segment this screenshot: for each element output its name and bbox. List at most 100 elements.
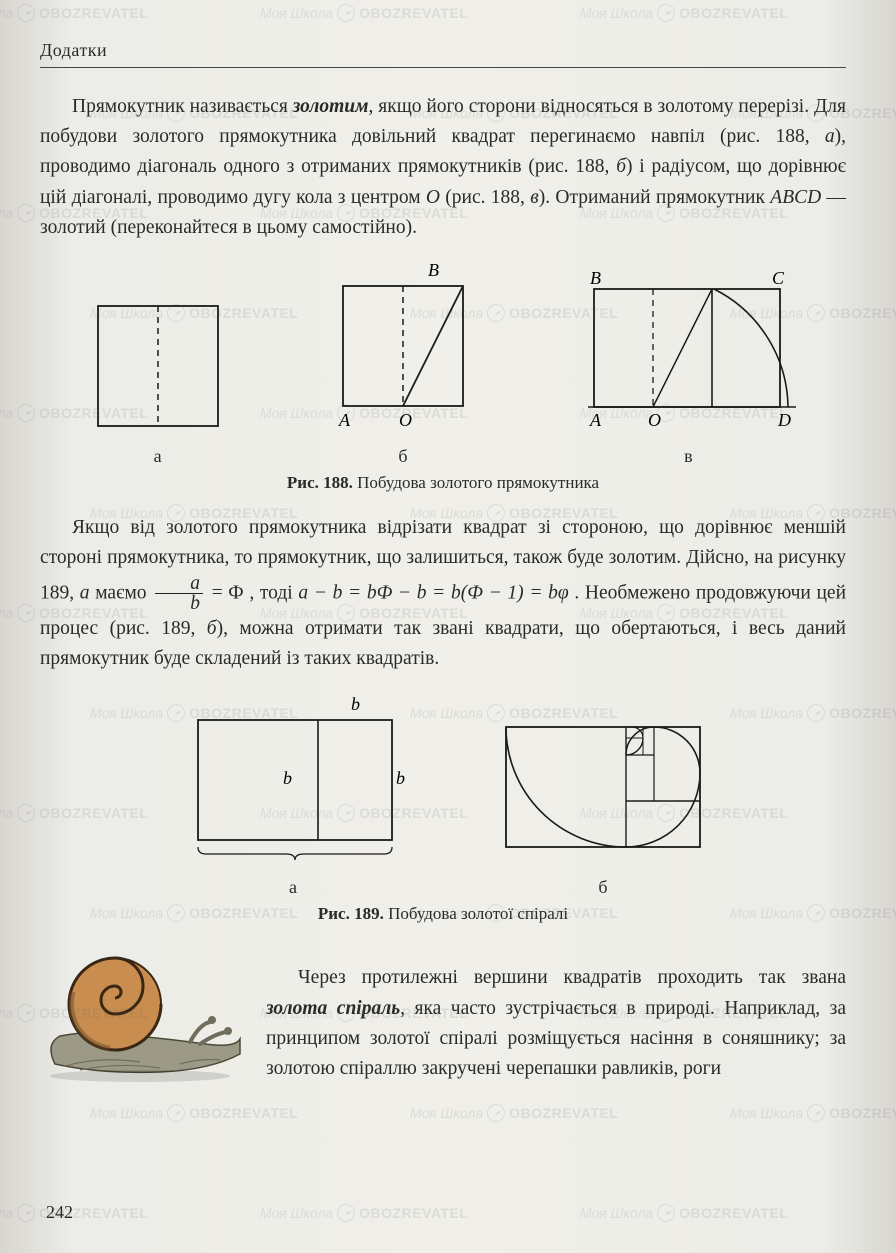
rect-ABCD: ABCD bbox=[770, 187, 821, 208]
wm-part2: OBOZREVATEL bbox=[359, 1205, 468, 1221]
point-O: O bbox=[426, 187, 440, 208]
wm-part2: OBOZREVATEL bbox=[679, 1205, 788, 1221]
clock-icon bbox=[17, 604, 35, 622]
clock-icon bbox=[17, 1004, 35, 1022]
fig189-caption: Рис. 189. Побудова золотої спіралі bbox=[40, 904, 846, 924]
wm-part1: Моя Школа bbox=[410, 1105, 483, 1121]
ref-v: в bbox=[530, 187, 538, 208]
clock-icon bbox=[17, 1204, 35, 1222]
keyword-golden: золотим bbox=[293, 96, 369, 117]
wm-part1: Моя Школа bbox=[0, 405, 13, 421]
clock-icon bbox=[17, 804, 35, 822]
dim-b-top: b bbox=[351, 694, 360, 714]
label-O: O bbox=[399, 410, 412, 430]
fig188-b-svg: B A O bbox=[313, 261, 493, 436]
label-D: D bbox=[777, 410, 791, 430]
label-C: C bbox=[772, 268, 785, 288]
label-B: B bbox=[428, 261, 439, 280]
wm-part1: Моя Школа bbox=[260, 1205, 333, 1221]
wm-part2: OBOZREVATEL bbox=[189, 1105, 298, 1121]
fig189-text: Побудова золотої спіралі bbox=[384, 904, 568, 923]
wm-part2: OBOZREVATEL bbox=[39, 5, 148, 21]
fig189-a-label: а bbox=[178, 877, 408, 898]
clock-icon bbox=[657, 4, 675, 22]
wm-part1: Моя Школа bbox=[0, 5, 13, 21]
text: Через протилежні вершини квадратів прохо… bbox=[298, 967, 846, 988]
fig188-a-label: а bbox=[78, 446, 238, 467]
wm-part1: Моя Школа bbox=[0, 605, 13, 621]
section-header: Додатки bbox=[40, 40, 846, 68]
figure-188: а B A O б B C bbox=[40, 261, 846, 467]
dim-b-mid: b bbox=[283, 768, 292, 788]
ref-a2: а bbox=[80, 582, 90, 603]
fig188-a: а bbox=[78, 286, 238, 467]
equation: a − b = bФ − b = b(Ф − 1) = bφ bbox=[298, 582, 568, 603]
watermark-item: Моя Школа OBOZREVATEL bbox=[260, 1204, 468, 1222]
fraction-a-over-b: ab bbox=[155, 574, 203, 614]
watermark-item: Моя Школа OBOZREVATEL bbox=[580, 1204, 788, 1222]
ref-a: а bbox=[825, 126, 835, 147]
clock-icon bbox=[807, 1104, 825, 1122]
fig189-b: б bbox=[498, 717, 708, 898]
watermark-item: Моя Школа OBOZREVATEL bbox=[410, 1104, 618, 1122]
label-B2: B bbox=[590, 268, 601, 288]
fig188-caption: Рис. 188. Побудова золотого прямокутника bbox=[40, 473, 846, 493]
clock-icon bbox=[17, 204, 35, 222]
paragraph-3: Через протилежні вершини квадратів прохо… bbox=[266, 963, 846, 1084]
wm-part2: OBOZREVATEL bbox=[509, 1105, 618, 1121]
fig189-b-svg bbox=[498, 717, 708, 867]
watermark-item: Моя Школа OBOZREVATEL bbox=[580, 4, 788, 22]
wm-part1: Моя Школа bbox=[0, 205, 13, 221]
fig189-num: Рис. 189. bbox=[318, 904, 384, 923]
fig188-b-label: б bbox=[313, 446, 493, 467]
figure-189: b b b a а bbox=[40, 692, 846, 898]
clock-icon bbox=[337, 4, 355, 22]
wm-part1: Моя Школа bbox=[730, 1105, 803, 1121]
wm-part2: OBOZREVATEL bbox=[359, 5, 468, 21]
frac-num: a bbox=[155, 574, 203, 594]
clock-icon bbox=[167, 1104, 185, 1122]
textbook-page: // placeholder — watermarks are injected… bbox=[0, 0, 896, 1253]
frac-den: b bbox=[155, 593, 203, 614]
clock-icon bbox=[17, 4, 35, 22]
wm-part1: Моя Школа bbox=[260, 5, 333, 21]
text: ). Отриманий прямокутник bbox=[539, 187, 771, 208]
dim-a: a bbox=[290, 861, 299, 867]
fig188-text: Побудова золотого прямокутника bbox=[353, 473, 599, 492]
fig189-a: b b b a а bbox=[178, 692, 408, 898]
label-A2: A bbox=[589, 410, 602, 430]
wm-part2: OBOZREVATEL bbox=[829, 1105, 896, 1121]
clock-icon bbox=[337, 1204, 355, 1222]
text: = Ф , тоді bbox=[206, 582, 298, 603]
page-number: 242 bbox=[46, 1202, 73, 1223]
clock-icon bbox=[17, 404, 35, 422]
fig188-c-svg: B C A O D bbox=[568, 261, 808, 436]
fig188-a-svg bbox=[78, 286, 238, 436]
paragraph-2: Якщо від золотого прямокутника відрізати… bbox=[40, 513, 846, 674]
fig189-a-svg: b b b a bbox=[178, 692, 408, 867]
clock-icon bbox=[487, 1104, 505, 1122]
watermark-item: Моя Школа OBOZREVATEL bbox=[90, 1104, 298, 1122]
keyword-golden-spiral: золота спіраль bbox=[266, 998, 400, 1019]
snail-block: Через протилежні вершини квадратів прохо… bbox=[40, 944, 846, 1104]
fig188-num: Рис. 188. bbox=[287, 473, 353, 492]
watermark-item: Моя Школа OBOZREVATEL bbox=[0, 4, 148, 22]
watermark-item: Моя ШколаOBOZREVATEL bbox=[0, 1204, 148, 1222]
wm-part1: Моя Школа bbox=[0, 1205, 13, 1221]
fig188-c: B C A O D в bbox=[568, 261, 808, 467]
wm-part1: Моя Школа bbox=[580, 1205, 653, 1221]
paragraph-1: Прямокутник називається золотим, якщо йо… bbox=[40, 92, 846, 243]
fig188-c-label: в bbox=[568, 446, 808, 467]
wm-part1: Моя Школа bbox=[580, 5, 653, 21]
wm-part2: OBOZREVATEL bbox=[679, 5, 788, 21]
fig188-b: B A O б bbox=[313, 261, 493, 467]
text: Прямокутник називається bbox=[72, 96, 293, 117]
wm-part1: Моя Школа bbox=[0, 805, 13, 821]
snail-illustration bbox=[40, 944, 250, 1089]
wm-part1: Моя Школа bbox=[90, 1105, 163, 1121]
ref-b2: б bbox=[207, 618, 217, 639]
label-O2: O bbox=[648, 410, 661, 430]
fig189-b-label: б bbox=[498, 877, 708, 898]
wm-part1: Моя Школа bbox=[0, 1005, 13, 1021]
text: (рис. 188, bbox=[440, 187, 530, 208]
